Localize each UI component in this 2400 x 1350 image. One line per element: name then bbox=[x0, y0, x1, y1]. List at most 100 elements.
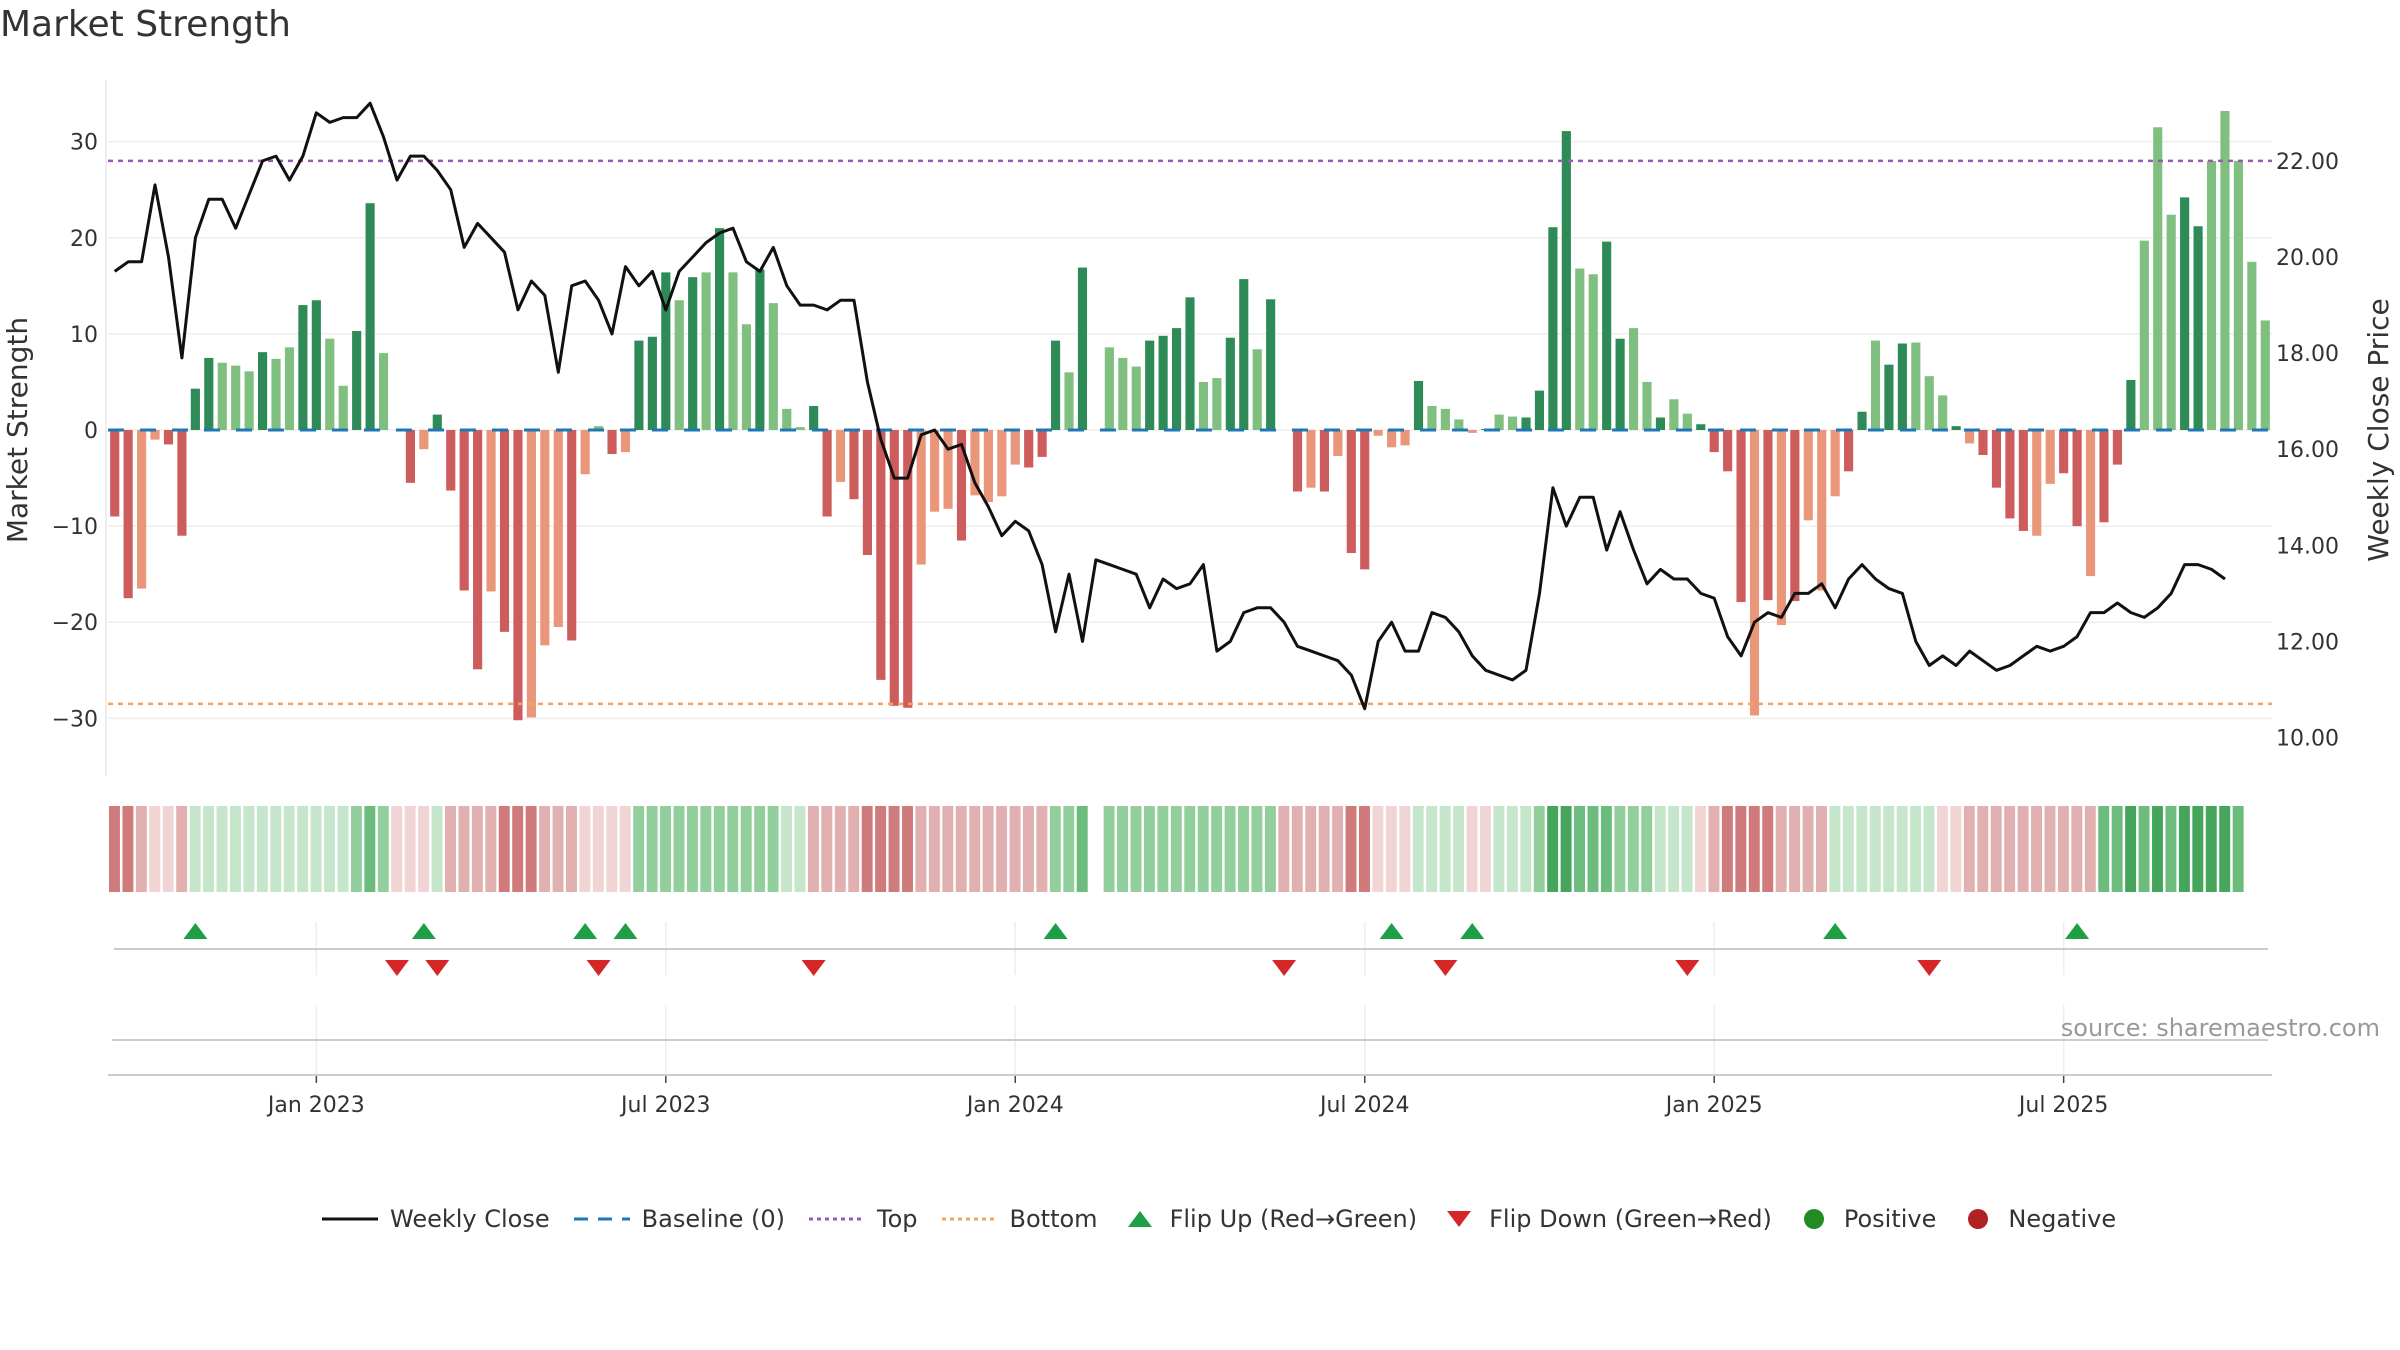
heat-cell bbox=[2004, 806, 2016, 892]
strength-bar bbox=[2139, 240, 2149, 430]
x-tick-label: Jan 2023 bbox=[266, 1093, 365, 1118]
heat-cell bbox=[807, 806, 819, 892]
heat-cell bbox=[176, 806, 188, 892]
chart-title: Market Strength bbox=[0, 4, 291, 45]
heat-cell bbox=[149, 806, 161, 892]
heat-cell bbox=[915, 806, 927, 892]
heat-cell bbox=[2031, 806, 2043, 892]
x-tick-label: Jan 2025 bbox=[1664, 1093, 1763, 1118]
heat-cell bbox=[2017, 806, 2029, 892]
heat-cell bbox=[754, 806, 766, 892]
strength-bar bbox=[204, 357, 214, 430]
heat-cell bbox=[1856, 806, 1868, 892]
heat-cell bbox=[1560, 806, 1572, 892]
heat-cell bbox=[646, 806, 658, 892]
heat-cell bbox=[1076, 806, 1088, 892]
heat-cell bbox=[377, 806, 389, 892]
strength-bar bbox=[1198, 381, 1209, 430]
heat-cell bbox=[1990, 806, 2002, 892]
heat-cell bbox=[2057, 806, 2069, 892]
strength-bar bbox=[1508, 416, 1518, 430]
heat-cell bbox=[229, 806, 241, 892]
heat-cell bbox=[1009, 806, 1021, 892]
heat-cell bbox=[700, 806, 712, 892]
heat-cell bbox=[1923, 806, 1935, 892]
strength-bar bbox=[1158, 335, 1168, 430]
y-tick-label: −30 bbox=[52, 707, 98, 732]
heat-cell bbox=[1775, 806, 1787, 892]
heat-cell bbox=[2192, 806, 2204, 892]
heat-cell bbox=[256, 806, 268, 892]
heat-cell bbox=[713, 806, 725, 892]
y2-tick-label: 12.00 bbox=[2276, 630, 2339, 655]
strength-bar bbox=[2085, 430, 2096, 577]
heat-cell bbox=[512, 806, 524, 892]
strength-bar bbox=[1266, 299, 1276, 430]
strength-bar bbox=[540, 430, 550, 646]
strength-bars bbox=[110, 110, 2270, 721]
strength-bar bbox=[459, 430, 469, 591]
legend-label: Flip Up (Red→Green) bbox=[1169, 1205, 1418, 1233]
heat-cell bbox=[565, 806, 577, 892]
heat-cell bbox=[1143, 806, 1155, 892]
source-credit: source: sharemaestro.com bbox=[2060, 1014, 2380, 1042]
strength-bar bbox=[2112, 430, 2122, 465]
flip-up-marker bbox=[1823, 923, 1848, 939]
strength-bar bbox=[620, 430, 631, 453]
strength-bar bbox=[1548, 227, 1558, 430]
strength-bar bbox=[795, 427, 805, 430]
heat-cell bbox=[660, 806, 672, 892]
heat-cell bbox=[243, 806, 255, 892]
strength-bar bbox=[1077, 267, 1088, 430]
strength-bar bbox=[1991, 430, 2002, 488]
strength-bar bbox=[1427, 405, 1437, 430]
heat-cell bbox=[1264, 806, 1276, 892]
legend-flip-down: Flip Down (Green→Red) bbox=[1439, 1205, 1772, 1233]
heat-cell bbox=[1385, 806, 1397, 892]
strength-bar bbox=[419, 430, 429, 450]
y2-axis-label: Weekly Close Price bbox=[2362, 298, 2395, 561]
level-lines bbox=[108, 159, 2272, 706]
market-strength-chart: 30 20 10 0 −10 −20 −30 22.00 20.00 18.00 16.00 14.0… bbox=[1, 80, 2395, 1118]
heat-cell bbox=[1022, 806, 1034, 892]
strength-bar bbox=[486, 430, 496, 592]
heat-cell bbox=[1600, 806, 1612, 892]
flip-up-marker bbox=[2065, 923, 2090, 939]
legend-negative: Negative bbox=[1958, 1205, 2116, 1233]
heat-cell bbox=[1520, 806, 1532, 892]
strength-bar bbox=[1145, 340, 1155, 430]
y-tick-label: −20 bbox=[52, 611, 98, 636]
heat-cell bbox=[2219, 806, 2231, 892]
heat-cell bbox=[1829, 806, 1841, 892]
strength-bar bbox=[1790, 430, 1800, 602]
heat-cell bbox=[1654, 806, 1666, 892]
heat-cell bbox=[606, 806, 618, 892]
strength-bar bbox=[567, 430, 577, 641]
strength-bar bbox=[930, 430, 940, 512]
strength-bar bbox=[110, 430, 120, 517]
strength-bar bbox=[849, 430, 859, 500]
heat-cell bbox=[1842, 806, 1854, 892]
strength-bar bbox=[1225, 337, 1235, 430]
strength-bar bbox=[1709, 430, 1719, 453]
circle-icon bbox=[1803, 1209, 1824, 1229]
heat-cell bbox=[404, 806, 416, 892]
strength-bar bbox=[2045, 430, 2055, 484]
strength-bar bbox=[1051, 340, 1061, 430]
heat-cell bbox=[471, 806, 483, 892]
heat-cell bbox=[1614, 806, 1626, 892]
strength-bar bbox=[231, 365, 241, 430]
heat-cell bbox=[969, 806, 981, 892]
strength-bar bbox=[2233, 160, 2243, 430]
heat-cell bbox=[203, 806, 215, 892]
strength-bar bbox=[1239, 279, 1249, 430]
strength-bar bbox=[1924, 376, 1934, 430]
strength-bar bbox=[970, 430, 980, 496]
strength-bar bbox=[674, 300, 684, 430]
heat-cell bbox=[1439, 806, 1451, 892]
heat-cell bbox=[283, 806, 295, 892]
heat-cell bbox=[445, 806, 456, 892]
heat-cell bbox=[1372, 806, 1384, 892]
strength-bar bbox=[352, 331, 362, 430]
strength-bar bbox=[1494, 414, 1504, 430]
